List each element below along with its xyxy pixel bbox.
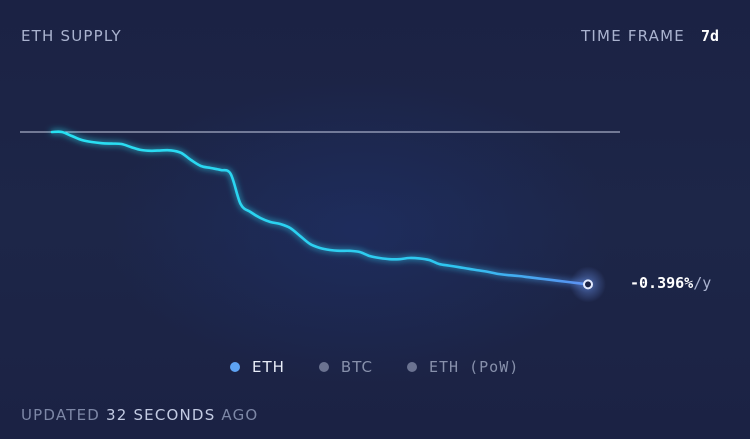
- legend-label: BTC: [340, 358, 373, 376]
- legend-label: ETH (PoW): [428, 358, 520, 376]
- updated-number: 32: [105, 406, 128, 424]
- rate-unit: /y: [693, 274, 712, 292]
- chart-legend: ETH BTC ETH (PoW): [230, 358, 519, 376]
- legend-item-btc[interactable]: BTC: [318, 358, 373, 376]
- supply-rate: -0.396%/y: [630, 274, 711, 292]
- updated-unit: SECONDS: [133, 406, 216, 424]
- time-frame-selector[interactable]: TIME FRAME 7d: [581, 27, 719, 45]
- chart-title: ETH SUPPLY: [21, 27, 122, 45]
- updated-status: UPDATED 32 SECONDS AGO: [21, 406, 258, 424]
- legend-dot: [230, 362, 240, 372]
- legend-label: ETH: [252, 358, 285, 376]
- time-frame-value[interactable]: 7d: [700, 27, 719, 45]
- time-frame-label: TIME FRAME: [581, 27, 685, 45]
- legend-dot: [406, 362, 417, 372]
- legend-item-eth-pow[interactable]: ETH (PoW): [406, 358, 520, 376]
- legend-item-eth[interactable]: ETH: [230, 358, 285, 376]
- eth-series-line: [50, 130, 590, 286]
- updated-suffix: AGO: [221, 406, 259, 424]
- legend-dot: [318, 362, 329, 372]
- endpoint-marker: [583, 279, 593, 290]
- rate-value: -0.396%: [630, 274, 694, 292]
- updated-prefix: UPDATED: [21, 406, 100, 424]
